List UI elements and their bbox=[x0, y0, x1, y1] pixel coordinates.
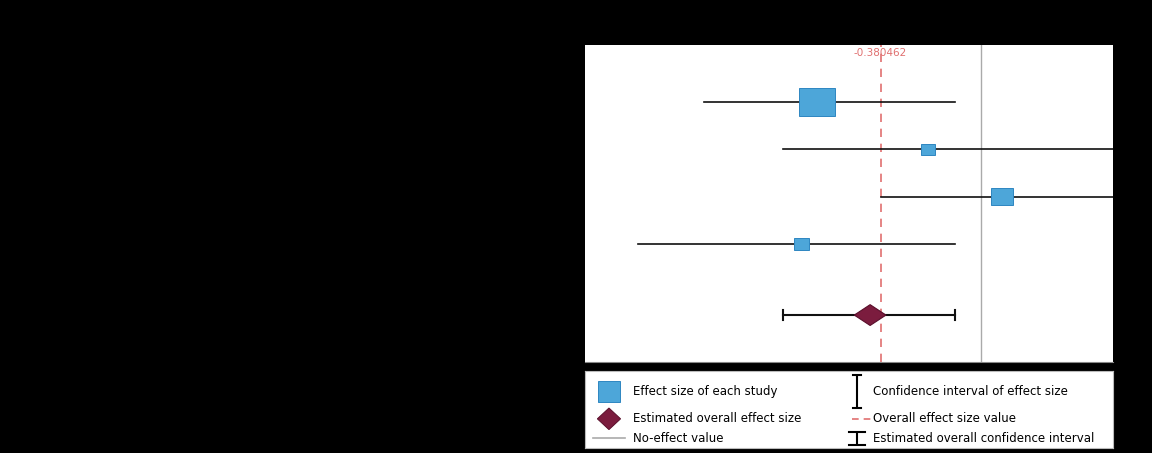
Text: Effect size of each study: Effect size of each study bbox=[632, 385, 778, 398]
Bar bbox=[598, 381, 620, 402]
Polygon shape bbox=[855, 305, 886, 326]
Text: Overall effect size value: Overall effect size value bbox=[873, 412, 1016, 425]
Text: Forest Plot: Forest Plot bbox=[585, 18, 714, 38]
Text: Confidence interval of effect size: Confidence interval of effect size bbox=[873, 385, 1068, 398]
Bar bbox=[795, 238, 809, 250]
Bar bbox=[920, 144, 935, 155]
Bar bbox=[799, 88, 835, 116]
Text: -0.380462: -0.380462 bbox=[854, 48, 907, 58]
Polygon shape bbox=[598, 408, 621, 429]
Text: Estimated overall effect size: Estimated overall effect size bbox=[632, 412, 801, 425]
Text: No-effect value: No-effect value bbox=[632, 432, 723, 445]
Text: Estimated overall confidence interval: Estimated overall confidence interval bbox=[873, 432, 1094, 445]
Bar bbox=[991, 188, 1013, 205]
